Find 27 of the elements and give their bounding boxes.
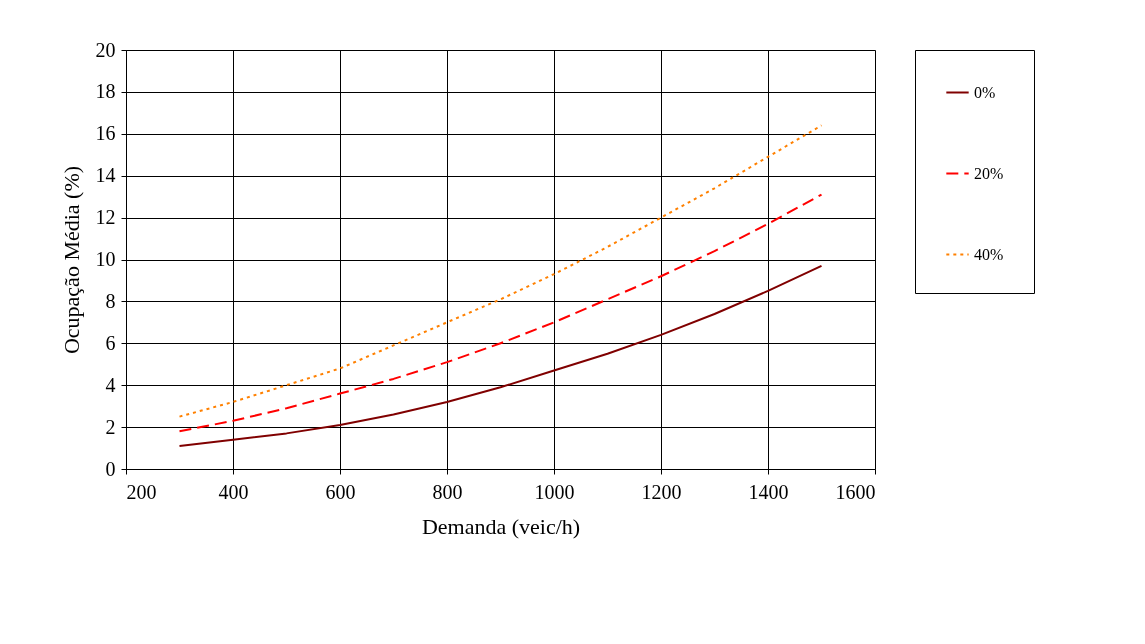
x-tick-label: 1000 xyxy=(534,480,575,503)
y-tick-label: 10 xyxy=(95,248,116,270)
line-series xyxy=(178,193,823,433)
x-tick-label: 800 xyxy=(432,480,463,503)
x-tick-label: 1200 xyxy=(641,480,682,503)
y-tick-label: 8 xyxy=(105,289,116,312)
y-tick-label: 16 xyxy=(95,122,116,145)
x-tick-label: 200 xyxy=(126,480,157,503)
y-tick-label: 4 xyxy=(105,373,116,396)
x-tick-label: 1600 xyxy=(835,480,876,503)
x-tick-label: 1400 xyxy=(748,480,789,503)
y-tick-label: 0 xyxy=(105,457,116,480)
y-tick-label: 2 xyxy=(105,415,116,438)
x-tick-label: 600 xyxy=(325,480,356,503)
y-tick-label: 12 xyxy=(95,206,116,229)
y-tick-label: 14 xyxy=(95,164,116,187)
x-tick-label: 400 xyxy=(218,480,249,503)
y-axis-title: Ocupação Média (%) xyxy=(58,165,84,355)
y-tick-label: 20 xyxy=(95,38,116,61)
x-axis-title: Demanda (veic/h) xyxy=(421,513,581,539)
legend-label: 0% xyxy=(974,83,996,101)
legend-label: 20% xyxy=(974,164,1004,182)
line-series xyxy=(178,124,823,418)
y-tick-label: 6 xyxy=(105,331,116,354)
y-tick-label: 18 xyxy=(95,80,116,103)
line-series xyxy=(178,264,823,447)
legend-label: 40% xyxy=(974,245,1004,263)
